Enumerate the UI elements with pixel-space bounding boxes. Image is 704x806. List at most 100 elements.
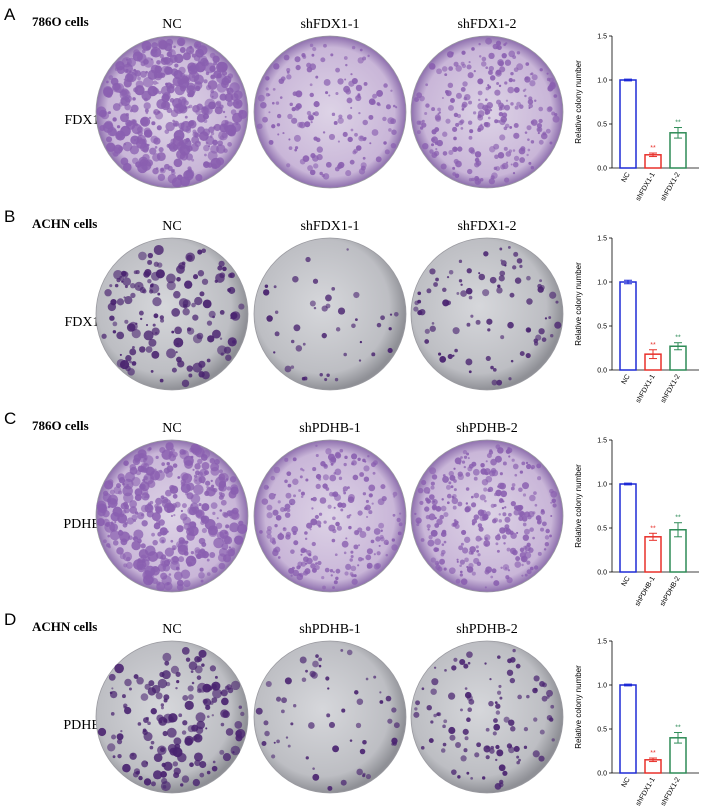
colony — [312, 767, 315, 770]
colony — [141, 559, 150, 567]
colony — [382, 116, 387, 122]
colony — [449, 734, 456, 741]
colony — [212, 329, 221, 339]
colony — [505, 575, 510, 580]
colony — [139, 317, 143, 321]
colony — [467, 120, 473, 125]
colony — [511, 458, 515, 462]
colony — [333, 472, 337, 475]
colony — [111, 687, 114, 690]
colony — [364, 506, 368, 510]
colony — [348, 80, 355, 87]
colony — [521, 516, 528, 522]
colony — [523, 745, 528, 749]
colony — [435, 506, 442, 512]
colony — [421, 687, 425, 691]
colony — [522, 482, 530, 490]
colony — [519, 551, 526, 559]
colony — [548, 316, 552, 319]
colony — [229, 476, 237, 483]
colony — [191, 681, 195, 685]
colony — [124, 521, 128, 526]
colony — [304, 121, 311, 128]
significance: ** — [650, 342, 656, 349]
colony — [313, 306, 317, 310]
colony — [502, 461, 507, 466]
colony — [182, 694, 189, 701]
colony — [152, 770, 163, 780]
colony — [172, 451, 178, 458]
colony — [234, 720, 243, 729]
colony — [429, 467, 437, 475]
colony — [137, 512, 145, 520]
colony — [302, 155, 310, 162]
colony — [268, 111, 271, 114]
error-bar — [674, 522, 682, 538]
colony — [504, 264, 507, 267]
colony — [440, 552, 445, 557]
colony — [467, 457, 470, 460]
colony — [125, 561, 133, 569]
colony — [508, 512, 512, 517]
colony — [204, 62, 216, 74]
colony — [533, 717, 538, 722]
colony — [132, 536, 136, 541]
colony — [541, 337, 547, 342]
colony — [453, 112, 459, 118]
colony — [434, 538, 441, 546]
colony — [442, 287, 447, 293]
colony — [203, 119, 208, 124]
error-bar — [624, 78, 632, 82]
colony — [485, 566, 493, 573]
colony — [335, 91, 339, 96]
colony — [304, 531, 308, 535]
colony — [180, 509, 184, 513]
colony — [309, 670, 316, 678]
colony — [440, 163, 447, 170]
colony — [109, 530, 120, 541]
colony — [157, 678, 168, 689]
colony — [524, 131, 528, 134]
x-tick-label: NC — [621, 576, 632, 588]
colony — [429, 325, 436, 332]
colony — [524, 76, 529, 81]
plate-dish — [253, 237, 407, 391]
colony — [503, 146, 508, 151]
colony — [210, 462, 220, 472]
colony — [454, 348, 458, 353]
colony — [132, 346, 135, 349]
colony — [118, 102, 124, 107]
colony — [139, 346, 146, 353]
condition-header: NC — [162, 219, 181, 234]
colony — [211, 566, 218, 573]
colony — [481, 56, 487, 62]
colony — [413, 306, 419, 312]
colony — [162, 101, 170, 109]
colony — [300, 561, 307, 567]
colony — [198, 502, 202, 507]
colony — [203, 144, 210, 152]
colony — [451, 769, 457, 775]
y-tick-label: 1.0 — [597, 482, 607, 489]
colony — [421, 480, 427, 486]
colony — [140, 554, 147, 560]
colony — [201, 278, 209, 285]
colony — [388, 128, 392, 132]
colony — [331, 538, 336, 543]
colony — [109, 315, 115, 321]
colony — [442, 474, 446, 477]
colony — [172, 119, 175, 123]
colony — [524, 573, 528, 577]
colony — [491, 469, 499, 477]
colony — [142, 478, 146, 482]
colony — [357, 564, 360, 567]
y-tick-label: 0.5 — [597, 122, 607, 129]
colony — [154, 146, 158, 149]
colony — [210, 502, 218, 509]
colony — [465, 487, 470, 491]
colony — [479, 537, 483, 541]
colony — [150, 740, 155, 745]
colony — [206, 558, 210, 562]
colony — [275, 696, 282, 702]
colony — [496, 379, 503, 386]
